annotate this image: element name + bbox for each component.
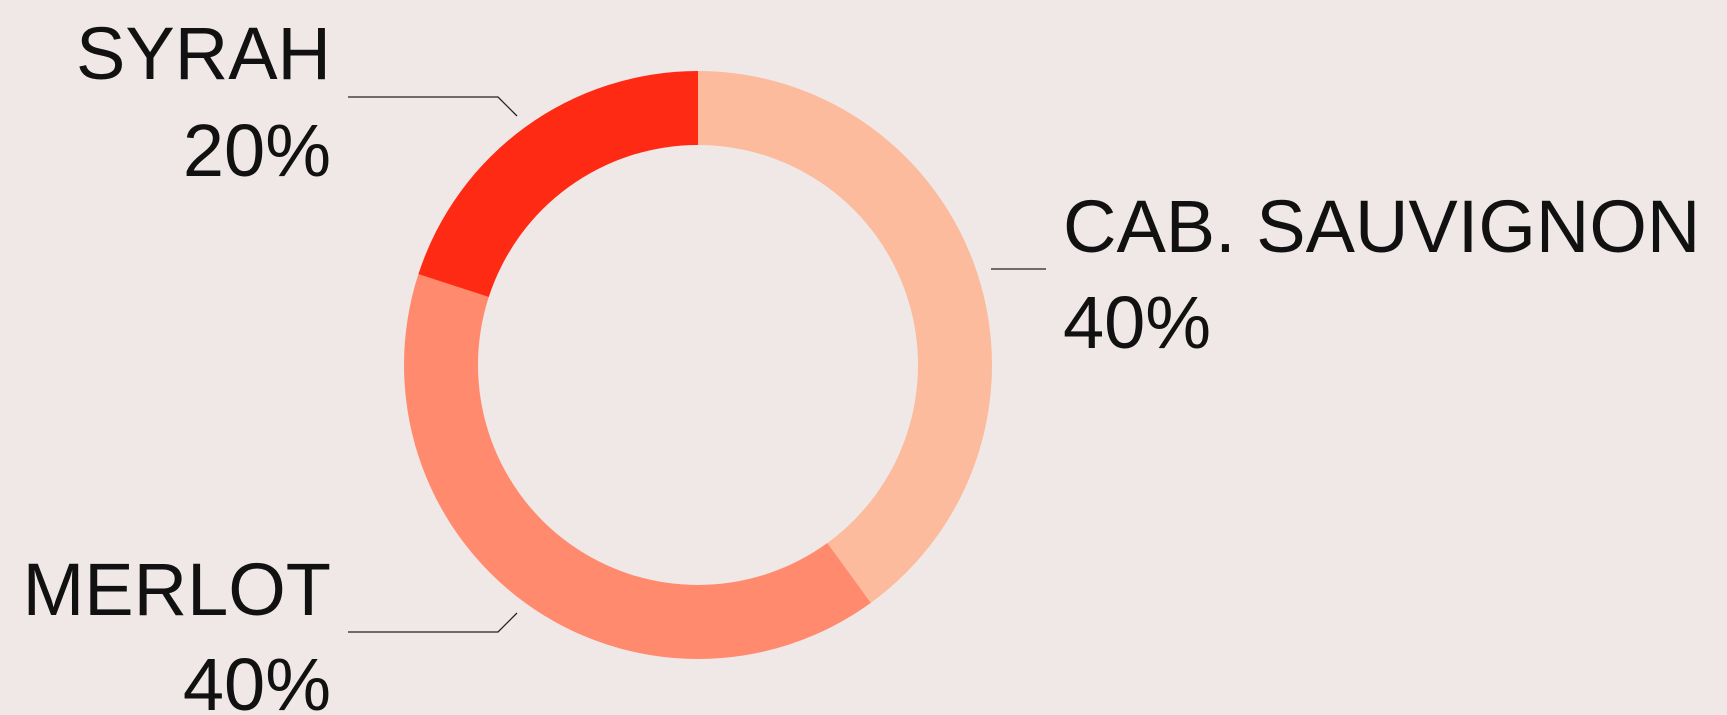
leader-line xyxy=(348,96,518,117)
donut-segment xyxy=(698,71,992,603)
donut-segment xyxy=(418,71,698,298)
leader-line xyxy=(348,612,518,633)
slice-label: CAB. SAUVIGNON xyxy=(1063,185,1700,268)
slice-value-label: 40% xyxy=(183,643,331,715)
slice-label: SYRAH xyxy=(76,12,331,95)
slice-label: MERLOT xyxy=(23,548,331,631)
slice-value-label: 40% xyxy=(1063,281,1211,364)
slice-value-label: 20% xyxy=(183,109,331,192)
donut-segment xyxy=(404,274,871,659)
